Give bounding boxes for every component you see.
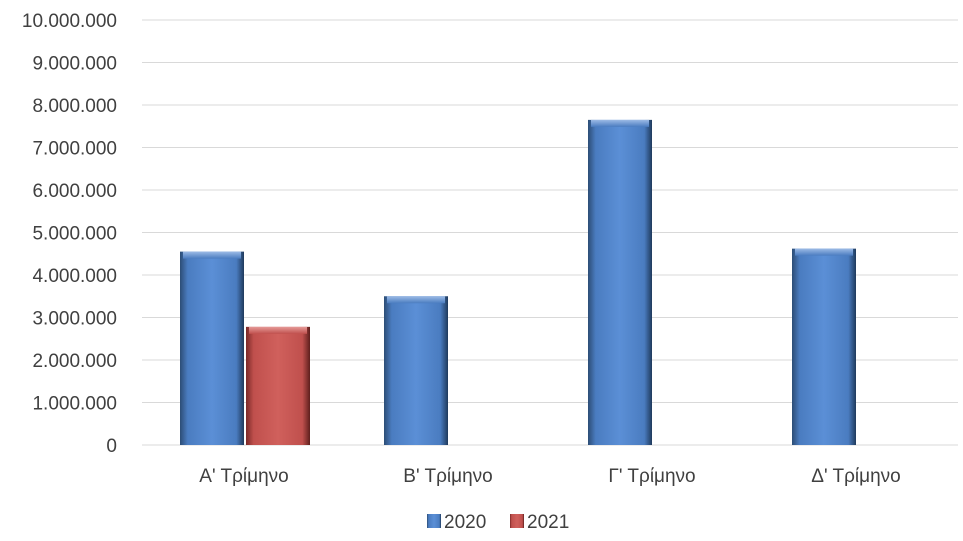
bar-bevel bbox=[387, 296, 445, 304]
legend-entry-label: 2021 bbox=[527, 512, 569, 533]
bar-bevel bbox=[249, 326, 307, 334]
x-category-label: Α' Τρίμηνο bbox=[199, 466, 288, 487]
y-tick-label: 4.000.000 bbox=[32, 266, 117, 287]
x-axis: Α' Τρίμηνο Β' Τρίμηνο Γ' Τρίμηνο Δ' Τρίμηνο bbox=[199, 466, 900, 487]
bar-2020-2 bbox=[384, 296, 448, 445]
legend-swatch bbox=[510, 514, 524, 528]
y-tick-label: 3.000.000 bbox=[32, 309, 117, 330]
bar-bevel bbox=[795, 248, 853, 256]
bar-2020-4 bbox=[792, 248, 856, 445]
y-tick-label: 6.000.000 bbox=[32, 181, 117, 202]
bar-2020-1 bbox=[180, 251, 244, 445]
y-tick-label: 1.000.000 bbox=[32, 394, 117, 415]
bars bbox=[180, 119, 856, 445]
legend: 2020 2021 bbox=[427, 512, 569, 533]
y-axis: 0 1.000.000 2.000.000 3.000.000 4.000.000 5.0… bbox=[22, 11, 117, 457]
y-tick-label: 8.000.000 bbox=[32, 96, 117, 117]
bar-bevel bbox=[183, 251, 241, 259]
legend-swatch bbox=[427, 514, 441, 528]
bar-2020-3 bbox=[588, 119, 652, 445]
y-tick-label: 10.000.000 bbox=[22, 11, 117, 32]
bar-bevel bbox=[591, 119, 649, 127]
x-category-label: Β' Τρίμηνο bbox=[403, 466, 492, 487]
x-category-label: Γ' Τρίμηνο bbox=[608, 466, 695, 487]
y-tick-label: 5.000.000 bbox=[32, 224, 117, 245]
y-tick-label: 0 bbox=[106, 436, 117, 457]
y-tick-label: 7.000.000 bbox=[32, 139, 117, 160]
bar-2021-1 bbox=[246, 326, 310, 445]
y-tick-label: 2.000.000 bbox=[32, 351, 117, 372]
legend-entry-label: 2020 bbox=[444, 512, 486, 533]
y-tick-label: 9.000.000 bbox=[32, 54, 117, 75]
x-category-label: Δ' Τρίμηνο bbox=[811, 466, 900, 487]
